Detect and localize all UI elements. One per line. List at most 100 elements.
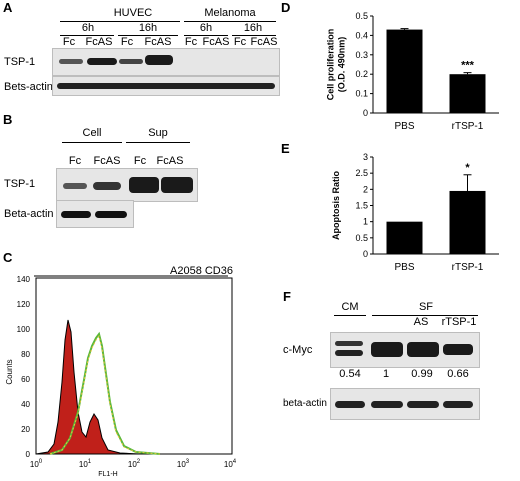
lane-label: FcAS: [202, 36, 230, 48]
bar-pbs: [386, 221, 423, 254]
panel-label-f: F: [283, 289, 291, 304]
y-tick-label: 0: [26, 450, 31, 459]
group-line-huvec: [60, 21, 180, 22]
group-label-cm: CM: [341, 301, 359, 313]
row-label-tsp1: TSP-1: [4, 178, 36, 190]
y-tick-label: 0: [363, 108, 368, 118]
y-axis-title: Apoptosis Ratio: [331, 170, 341, 240]
lane-label: rTSP-1: [441, 316, 477, 328]
flow-histogram: A2058 CD36 0 20 40 60 80 100 120 140 Cou…: [5, 265, 237, 478]
row-label-actin: beta-actin: [283, 398, 327, 409]
histogram-filled-control: [35, 319, 141, 455]
y-tick-label: 1: [363, 217, 368, 227]
y-tick-label: 0.5: [355, 233, 368, 243]
band: [407, 401, 439, 408]
blot-tsp1: [56, 168, 198, 202]
y-axis: 0 20 40 60 80 100 120 140 Counts: [5, 275, 31, 459]
group-line-cell: [62, 142, 122, 143]
lane-label: FcAS: [156, 155, 184, 167]
significance-mark: *: [465, 162, 470, 174]
x-tick-label: 101: [79, 459, 92, 469]
bar-rtsp-1: [449, 190, 486, 254]
y-tick-label: 120: [17, 300, 31, 309]
group-label-melanoma: Melanoma: [204, 7, 256, 19]
group-line-sup: [126, 142, 190, 143]
blot-tsp1: [52, 48, 280, 76]
x-axis: 100 101 102 103 104 FL1-H: [30, 459, 237, 478]
quant-value: 0.99: [411, 368, 433, 380]
panel-label-d: D: [281, 0, 291, 15]
lane-label: Fc: [120, 36, 134, 48]
band: [63, 183, 87, 189]
x-tick-label: 104: [224, 459, 237, 469]
row-label-cmyc: c-Myc: [283, 344, 313, 356]
group-line-melanoma: [184, 21, 276, 22]
y-tick-label: 140: [17, 275, 31, 284]
band: [335, 401, 365, 408]
y-tick-label: 1.5: [355, 201, 368, 211]
band: [129, 177, 159, 193]
time-line: [184, 35, 228, 36]
group-line-sf: [372, 315, 478, 316]
band: [119, 59, 143, 64]
bar-rtsp-1: [449, 74, 486, 113]
x-tick-label: rTSP-1: [452, 121, 484, 132]
x-tick-label: 103: [177, 459, 190, 469]
x-axis-title: FL1-H: [98, 471, 117, 478]
row-label-tsp1: TSP-1: [4, 56, 36, 68]
band: [371, 342, 403, 357]
band: [93, 182, 121, 190]
quant-value: 1: [382, 368, 390, 380]
group-line-cm: [334, 315, 366, 316]
lane-label: FcAS: [85, 36, 113, 48]
band: [335, 341, 363, 346]
y-axis-title: Counts: [5, 359, 14, 384]
lane-label: FcAS: [144, 36, 172, 48]
y-tick-label: 0.1: [355, 89, 368, 99]
band: [161, 177, 193, 193]
lane-label: Fc: [133, 155, 147, 167]
lane-label: Fc: [62, 36, 76, 48]
lane-label: Fc: [184, 36, 198, 48]
band: [61, 211, 91, 218]
x-tick-label: PBS: [394, 121, 414, 132]
time-line: [232, 35, 276, 36]
bar-pbs: [386, 29, 423, 113]
x-tick-label: rTSP-1: [452, 262, 484, 273]
blot-actin: [330, 388, 480, 420]
lane-label: Fc: [68, 155, 82, 167]
apoptosis-chart: 0 0.5 1 1.5 2 2.5 3 PBS * rTSP-1 Apoptosis Ratio: [331, 152, 499, 273]
blot-cmyc: [330, 332, 480, 368]
band: [87, 58, 117, 65]
lane-label: FcAS: [93, 155, 121, 167]
y-tick-label: 80: [21, 350, 30, 359]
group-label-huvec: HUVEC: [113, 7, 153, 19]
y-axis-title: Cell proliferation(O.D. 490nm): [326, 29, 347, 101]
time-label: 6h: [81, 22, 95, 34]
x-tick-label: 102: [128, 459, 141, 469]
x-tick-label: PBS: [394, 262, 414, 273]
histogram-title: A2058 CD36: [170, 265, 233, 277]
y-tick-label: 20: [21, 425, 30, 434]
y-tick-label: 2: [363, 184, 368, 194]
quant-value: 0.66: [447, 368, 469, 380]
panel-label-c: C: [3, 250, 13, 265]
time-line: [118, 35, 178, 36]
time-label: 6h: [199, 22, 213, 34]
proliferation-chart: 0 0.1 0.2 0.3 0.4 0.5 PBS *** rTSP-1 Cell prolife…: [326, 11, 499, 132]
y-tick-label: 100: [17, 325, 31, 334]
y-tick-label: 40: [21, 400, 30, 409]
band: [57, 83, 275, 89]
x-tick-label: 100: [30, 459, 43, 469]
significance-mark: ***: [461, 60, 475, 72]
y-tick-label: 60: [21, 375, 30, 384]
lane-label: AS: [413, 316, 429, 328]
y-tick-label: 0.5: [355, 11, 368, 21]
y-tick-label: 0.2: [355, 69, 368, 79]
time-line: [60, 35, 114, 36]
panel-label-a: A: [3, 0, 13, 15]
blot-actin: [52, 76, 280, 96]
band: [145, 55, 173, 65]
band: [407, 342, 439, 357]
group-label-sf: SF: [418, 301, 434, 313]
